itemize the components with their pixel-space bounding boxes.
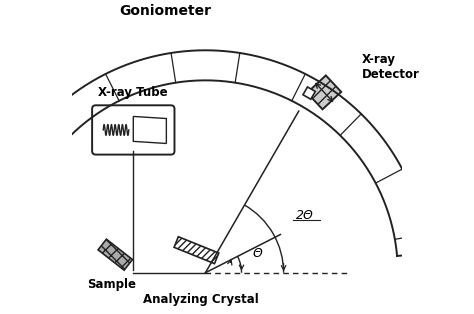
FancyBboxPatch shape	[92, 105, 174, 154]
Text: Θ: Θ	[253, 247, 263, 260]
Polygon shape	[174, 237, 219, 264]
Text: Sample: Sample	[87, 278, 136, 291]
Polygon shape	[303, 87, 315, 99]
Text: X-ray Tube: X-ray Tube	[99, 86, 168, 99]
Text: Analyzing Crystal: Analyzing Crystal	[143, 293, 259, 306]
Polygon shape	[133, 116, 166, 143]
Polygon shape	[98, 239, 132, 270]
Text: 2Θ: 2Θ	[296, 209, 314, 222]
Polygon shape	[307, 75, 341, 109]
Text: X-ray
Detector: X-ray Detector	[362, 53, 419, 81]
Text: Goniometer: Goniometer	[119, 4, 211, 18]
